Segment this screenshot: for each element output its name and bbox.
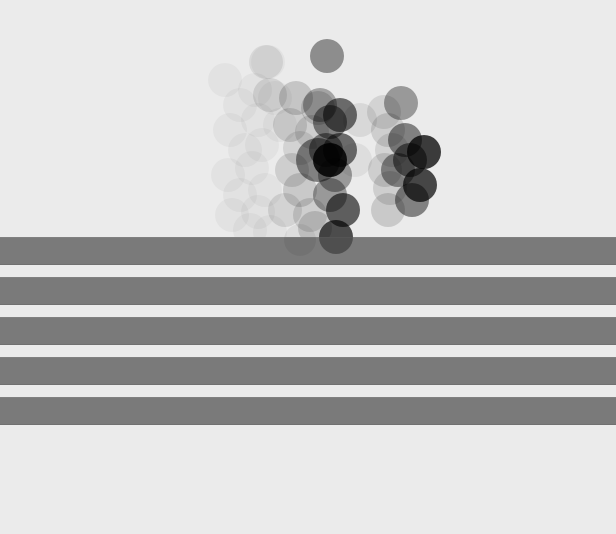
dark-circle xyxy=(381,153,415,187)
stripe-2 xyxy=(0,277,616,305)
mid-circle xyxy=(371,113,405,147)
mid-circle xyxy=(273,108,307,142)
dark-circle xyxy=(313,143,347,177)
mid-circle xyxy=(275,153,309,187)
mid-circle xyxy=(249,45,283,79)
mid-circle xyxy=(253,78,287,112)
dark-circle xyxy=(310,39,344,73)
mid-circle xyxy=(371,193,405,227)
mid-circle-group xyxy=(249,45,409,245)
dark-circle xyxy=(384,86,418,120)
stripe-4 xyxy=(0,357,616,385)
dark-circle xyxy=(323,98,357,132)
mid-circle xyxy=(279,81,313,115)
stripe-3 xyxy=(0,317,616,345)
stripe-1 xyxy=(0,237,616,265)
dark-circle xyxy=(403,168,437,202)
dark-circle xyxy=(326,193,360,227)
mid-circle xyxy=(367,95,401,129)
dark-circle xyxy=(395,183,429,217)
mid-circle xyxy=(373,171,407,205)
mid-circle xyxy=(283,131,317,165)
mid-circle xyxy=(268,193,302,227)
dark-circle-group xyxy=(296,39,441,254)
dark-circle xyxy=(407,135,441,169)
mid-circle xyxy=(293,198,327,232)
mid-circle xyxy=(295,115,329,149)
stripe-5 xyxy=(0,397,616,425)
mid-circle xyxy=(283,173,317,207)
